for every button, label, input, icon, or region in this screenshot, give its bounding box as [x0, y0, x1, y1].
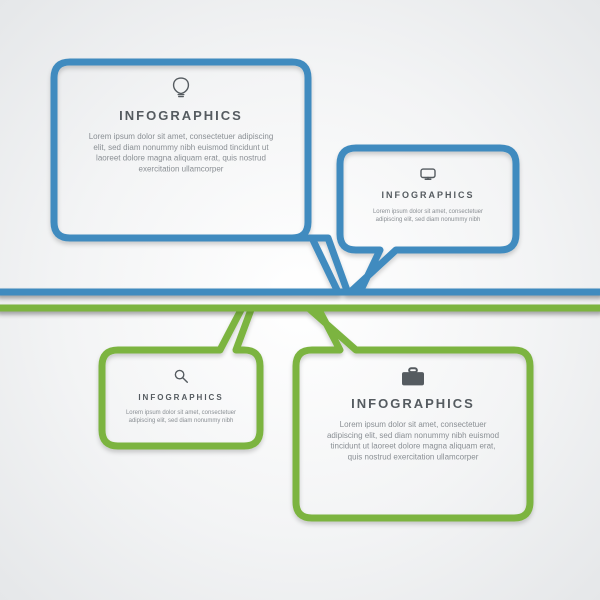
magnifier-icon [175, 370, 187, 382]
bubble-body-bottom_right: Lorem ipsum dolor sit amet, consectetuer… [327, 420, 499, 461]
bubble-bottom_right [0, 308, 600, 518]
bubble-title-bottom_left: INFOGRAPHICS [138, 393, 223, 402]
bubble-body-top_left: Lorem ipsum dolor sit amet, consectetuer… [89, 132, 274, 173]
bubble-body-bottom_left: Lorem ipsum dolor sit amet, consectetuer… [126, 410, 236, 424]
bubble-title-top_right: INFOGRAPHICS [381, 190, 474, 200]
bulb-icon [174, 78, 189, 96]
bubble-bottom_left [0, 308, 600, 446]
bubble-title-bottom_right: INFOGRAPHICS [351, 396, 475, 411]
briefcase-icon [402, 368, 424, 385]
bubble-top_right [0, 148, 600, 292]
monitor-icon [421, 169, 435, 179]
bubble-body-top_right: Lorem ipsum dolor sit amet, consectetuer… [373, 209, 483, 223]
infographic-canvas: INFOGRAPHICS Lorem ipsum dolor sit amet, … [0, 0, 600, 600]
bubble-top_left [0, 62, 600, 292]
bubble-title-top_left: INFOGRAPHICS [119, 108, 243, 123]
